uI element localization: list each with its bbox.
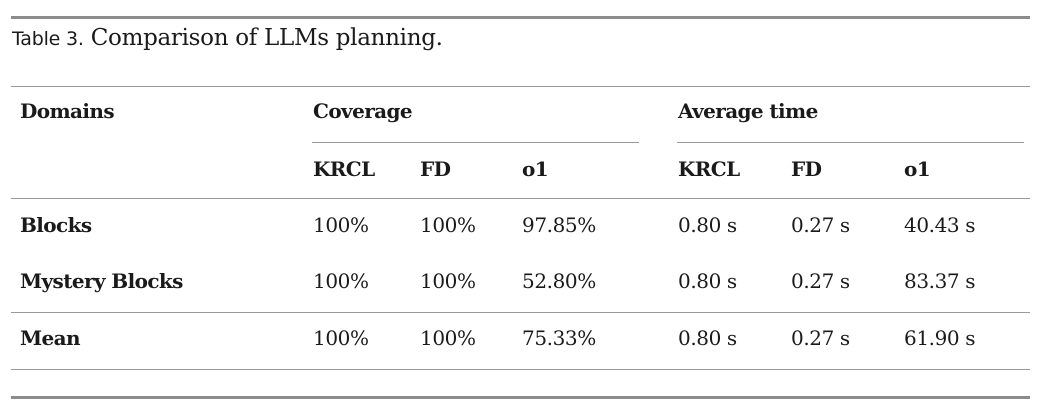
caption-text: Comparison of LLMs planning. (90, 25, 443, 51)
row-time-fd: 0.27 s (791, 213, 850, 237)
header-coverage-krcl: KRCL (313, 157, 375, 181)
header-coverage-fd: FD (420, 157, 451, 181)
header-time-o1: o1 (904, 157, 931, 181)
row-time-fd: 0.27 s (791, 269, 850, 293)
top-rule (11, 16, 1030, 19)
header-bottom-line (11, 198, 1030, 199)
header-time-krcl: KRCL (678, 157, 740, 181)
row-coverage-krcl: 100% (313, 269, 369, 293)
row-time-krcl: 0.80 s (678, 269, 737, 293)
table-bottom-line (11, 369, 1030, 370)
row-coverage-o1: 75.33% (522, 326, 596, 350)
mean-separator-line (11, 312, 1030, 313)
row-domain: Blocks (20, 213, 92, 237)
row-time-krcl: 0.80 s (678, 326, 737, 350)
row-coverage-krcl: 100% (313, 326, 369, 350)
row-coverage-krcl: 100% (313, 213, 369, 237)
average-time-group-underline (677, 142, 1024, 143)
row-coverage-fd: 100% (420, 269, 476, 293)
header-time-fd: FD (791, 157, 822, 181)
row-domain: Mean (20, 326, 81, 350)
bottom-rule (11, 396, 1030, 399)
row-coverage-o1: 52.80% (522, 269, 596, 293)
row-time-o1: 61.90 s (904, 326, 976, 350)
header-domains: Domains (20, 99, 115, 123)
caption-label: Table 3. (12, 28, 84, 50)
row-time-krcl: 0.80 s (678, 213, 737, 237)
header-top-line (11, 86, 1030, 87)
row-coverage-fd: 100% (420, 213, 476, 237)
row-time-fd: 0.27 s (791, 326, 850, 350)
row-coverage-o1: 97.85% (522, 213, 596, 237)
row-coverage-fd: 100% (420, 326, 476, 350)
header-average-time: Average time (678, 99, 818, 123)
header-coverage: Coverage (313, 99, 413, 123)
coverage-group-underline (312, 142, 639, 143)
header-coverage-o1: o1 (522, 157, 549, 181)
row-domain: Mystery Blocks (20, 269, 183, 293)
table-caption: Table 3. Comparison of LLMs planning. (12, 24, 443, 53)
row-time-o1: 40.43 s (904, 213, 976, 237)
row-time-o1: 83.37 s (904, 269, 976, 293)
